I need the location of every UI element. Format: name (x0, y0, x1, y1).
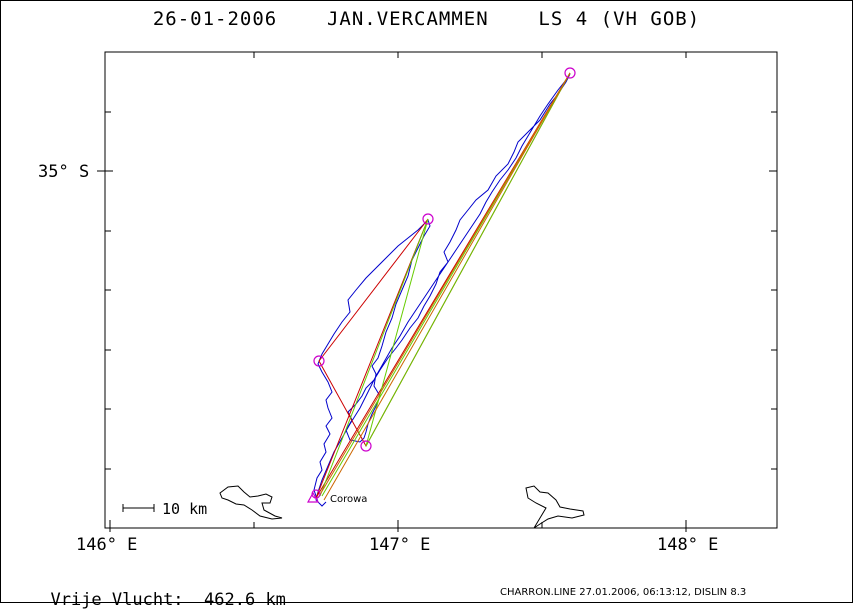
scale-bar (122, 504, 155, 512)
task-legs (315, 72, 571, 501)
free-flight-value: 462.6 km (204, 590, 286, 610)
free-flight-label: Vrije Vlucht: (50, 590, 184, 610)
town-label-corowa: Corowa (330, 494, 367, 505)
scale-bar-label: 10 km (162, 500, 207, 518)
lon-label-146e: 146° E (76, 535, 137, 555)
river-outline-west (219, 485, 283, 520)
turnpoint-2 (422, 213, 434, 225)
top-ticks (253, 52, 687, 58)
start-triangle-icon (306, 491, 320, 503)
lon-label-147e: 147° E (369, 535, 430, 555)
right-ticks (769, 111, 777, 470)
bottom-ticks (109, 520, 687, 532)
turnpoints (306, 67, 576, 503)
turnpoint-3 (313, 355, 325, 367)
lat-label-35s: 35° S (38, 162, 89, 182)
lon-label-148e: 148° E (657, 535, 718, 555)
turnpoint-4 (360, 440, 372, 452)
leg-orange (317, 72, 571, 501)
flight-track (313, 73, 571, 507)
footer-info: CHARRON.LINE 27.01.2006, 06:13:12, DISLI… (500, 587, 747, 598)
river-outline-east (525, 485, 585, 529)
flight-title: 26-01-2006 JAN.VERCAMMEN LS 4 (VH GOB) (152, 8, 701, 30)
turnpoint-1 (564, 67, 576, 79)
left-ticks (97, 111, 113, 470)
leg-green (319, 72, 571, 497)
free-flight-distance: Vrije Vlucht: 462.6 km (30, 570, 286, 610)
